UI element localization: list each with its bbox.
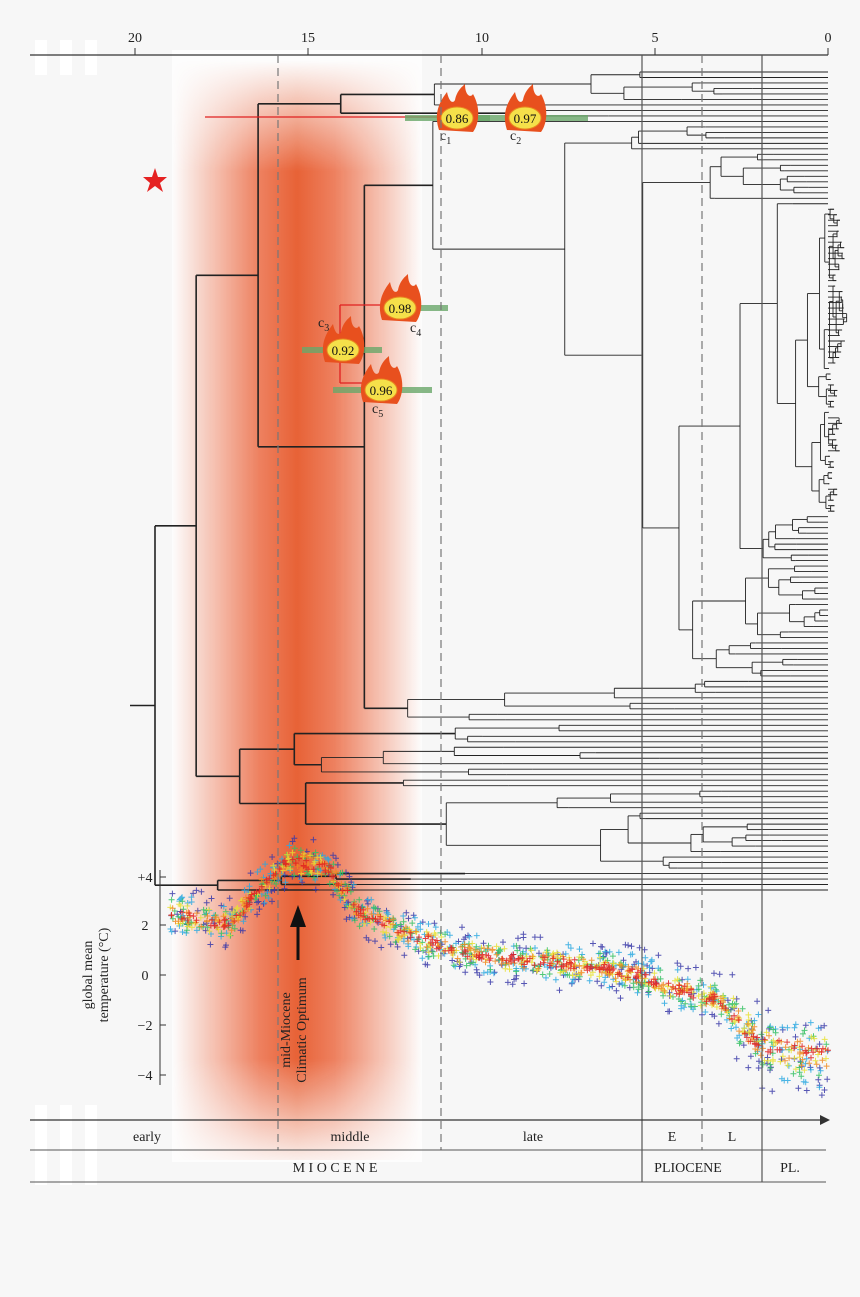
subepoch-label: early [133, 1130, 161, 1145]
node-label-letter: c [372, 402, 378, 417]
temperature-tick-label: +4 [138, 871, 153, 886]
temperature-axis-title: global mean [81, 941, 96, 1010]
subepoch-label: middle [331, 1130, 370, 1145]
temperature-tick-label: −4 [138, 1069, 153, 1084]
node-label: c5 [372, 402, 383, 420]
decor [35, 40, 97, 1185]
time-tick-label: 20 [128, 31, 142, 46]
subepoch-label: E [668, 1130, 677, 1145]
temperature-tick-label: −2 [138, 1019, 153, 1034]
flame-core [326, 338, 360, 362]
node-support: 0.96 [370, 383, 393, 398]
node-label-letter: c [510, 129, 516, 144]
epoch-label: M I O C E N E [293, 1161, 378, 1176]
overlay: mid-Miocene Climatic Optimum0.86c10.97c20… [143, 84, 588, 1083]
root-star [143, 168, 167, 192]
node-label-letter: c [318, 316, 324, 331]
annotation: Climatic Optimum [295, 977, 310, 1082]
node-support: 0.86 [446, 111, 469, 126]
node-support: 0.92 [332, 343, 355, 358]
flame-core [383, 296, 417, 320]
temperature-axis-title: temperature (°C) [97, 927, 112, 1022]
temperature-points [168, 855, 831, 1061]
node-label: c1 [440, 129, 451, 147]
node-label: c3 [318, 316, 329, 334]
subepoch-label: L [728, 1130, 737, 1145]
time-tick-label: 10 [475, 31, 489, 46]
annotation: mid-Miocene [279, 992, 294, 1067]
epoch-label: PLIOCENE [654, 1161, 722, 1176]
time-tick-label: 5 [652, 31, 659, 46]
flame-core [508, 106, 542, 130]
annotation-arrowhead [290, 905, 306, 927]
time-tick-label: 0 [825, 31, 832, 46]
node-support: 0.98 [389, 301, 412, 316]
node-label-subscript: 5 [378, 409, 383, 420]
node-label-subscript: 2 [516, 136, 521, 147]
flame-core [440, 106, 474, 130]
phylogeny [130, 71, 848, 891]
node-label-letter: c [410, 321, 416, 336]
subepoch-label: late [523, 1130, 543, 1145]
climatic-optimum-band [172, 60, 422, 1160]
node-label: c2 [510, 129, 521, 147]
node-label-subscript: 1 [446, 136, 451, 147]
node-label-letter: c [440, 129, 446, 144]
node-support: 0.97 [514, 111, 537, 126]
flame-core [364, 378, 398, 402]
temperature-scatter [167, 835, 831, 1099]
temperature-tick-label: 0 [142, 969, 149, 984]
epoch-label: PL. [780, 1161, 800, 1176]
temperature-tick-label: 2 [142, 919, 149, 934]
node-label-subscript: 4 [416, 328, 421, 339]
node-label: c4 [410, 321, 421, 339]
node-label-subscript: 3 [324, 323, 329, 334]
temperature-points [168, 845, 830, 1080]
timeline-arrow [820, 1115, 830, 1125]
time-tick-label: 15 [301, 31, 315, 46]
